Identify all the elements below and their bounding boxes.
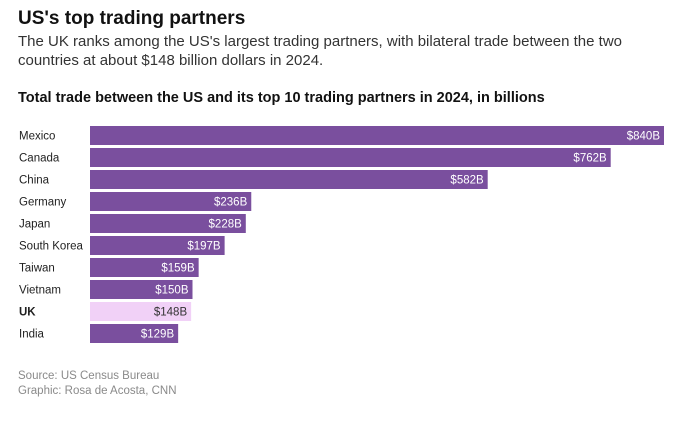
bar xyxy=(90,214,246,233)
data-label: $236B xyxy=(214,197,248,209)
bar-chart: Mexico $840B Canada $762B China $582B Germany $… xyxy=(19,126,664,343)
source-note: Source: US Census Bureau xyxy=(18,370,160,382)
bar xyxy=(90,236,225,255)
bar xyxy=(90,302,192,321)
category-label: South Korea xyxy=(19,241,84,253)
category-label: India xyxy=(19,329,45,341)
data-label: $159B xyxy=(161,263,195,275)
category-label: Mexico xyxy=(19,131,55,143)
category-label: China xyxy=(19,175,50,187)
data-label: $197B xyxy=(187,241,221,253)
page-title: US's top trading partners xyxy=(18,8,246,29)
data-label: $129B xyxy=(141,329,175,341)
category-label: UK xyxy=(19,307,36,319)
bar xyxy=(90,170,488,189)
data-label: $762B xyxy=(573,153,607,165)
bar xyxy=(90,280,193,299)
category-label: Germany xyxy=(19,197,67,209)
category-label: Canada xyxy=(19,153,60,165)
data-label: $228B xyxy=(209,219,243,231)
chart-footer: Source: US Census Bureau Graphic: Rosa d… xyxy=(18,369,177,398)
data-label: $840B xyxy=(627,131,661,143)
category-label: Japan xyxy=(19,219,50,231)
bar xyxy=(90,258,199,277)
page-subtitle: The UK ranks among the US's largest trad… xyxy=(18,33,623,69)
data-label: $150B xyxy=(155,285,189,297)
bar xyxy=(90,148,611,167)
credit-note: Graphic: Rosa de Acosta, CNN xyxy=(18,384,177,397)
category-label: Vietnam xyxy=(19,285,61,297)
bar xyxy=(90,324,179,343)
category-label: Taiwan xyxy=(19,263,55,275)
data-label: $148B xyxy=(154,307,188,319)
bar xyxy=(90,192,252,211)
data-label: $582B xyxy=(450,175,484,187)
bar xyxy=(90,126,664,145)
chart-title: Total trade between the US and its top 1… xyxy=(18,90,545,106)
